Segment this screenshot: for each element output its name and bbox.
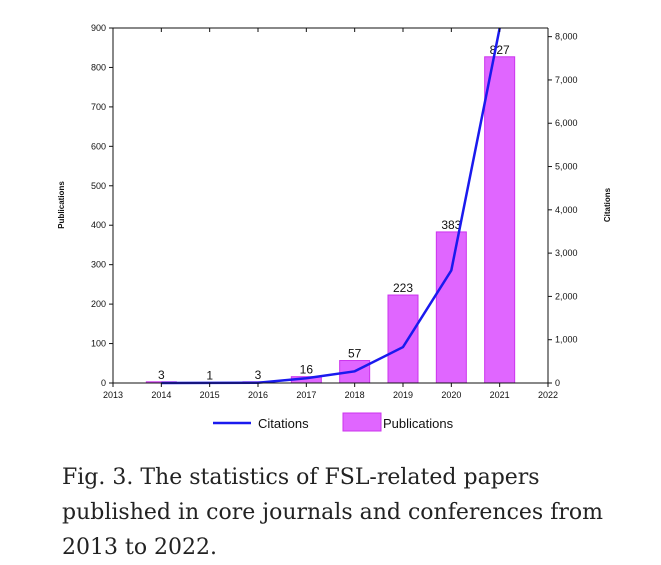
bar-2021 <box>484 56 516 384</box>
bar-value-label-2020: 383 <box>441 218 461 232</box>
chart-legend: Citations Publications <box>213 412 454 432</box>
publication-bar-labels: 3 1 3 16 57 223 383 827 <box>158 43 510 383</box>
x-tick-label: 2022 <box>538 390 558 400</box>
chart-axes: 2013 2014 2015 2016 2017 2018 2019 2020 2021 2022… <box>91 23 578 400</box>
x-tick-label: 2018 <box>345 390 365 400</box>
x-tick-label: 2016 <box>248 390 268 400</box>
x-tick-label: 2019 <box>393 390 413 400</box>
x-tick-label: 2020 <box>441 390 461 400</box>
y-left-tick-label: 700 <box>91 102 106 112</box>
y-axis-title-citations: Citations <box>603 187 612 222</box>
publication-bars <box>145 56 516 384</box>
bar-value-label-2016: 3 <box>255 368 262 382</box>
y-right-tick-label: 8,000 <box>555 32 578 42</box>
x-tick-label: 2015 <box>200 390 220 400</box>
bar-2020 <box>435 231 467 384</box>
bar-value-label-2015: 1 <box>206 369 213 383</box>
figure-caption: Fig. 3. The statistics of FSL-related pa… <box>62 465 603 560</box>
y-left-tick-label: 800 <box>91 62 106 72</box>
chart-figure: Publications Citations 3 1 3 1657223383827 … <box>57 23 612 432</box>
bar-value-label-2017: 16 <box>300 363 314 377</box>
y-right-tick-label: 3,000 <box>555 248 578 258</box>
y-right-tick-label: 6,000 <box>555 118 578 128</box>
bar-value-label-2018: 57 <box>348 347 362 361</box>
y-left-tick-label: 600 <box>91 141 106 151</box>
bar-value-label-2021: 827 <box>490 43 510 57</box>
y-left-tick-label: 400 <box>91 220 106 230</box>
x-tick-label: 2013 <box>103 390 123 400</box>
y-left-tick-label: 100 <box>91 339 106 349</box>
legend-citations-label: Citations <box>258 416 309 431</box>
y-left-tick-label: 0 <box>101 378 106 388</box>
x-tick-label: 2017 <box>296 390 316 400</box>
y-left-tick-label: 200 <box>91 299 106 309</box>
x-tick-label: 2021 <box>490 390 510 400</box>
y-axis-title-publications: Publications <box>57 181 66 229</box>
y-right-tick-label: 1,000 <box>555 335 578 345</box>
x-tick-label: 2014 <box>151 390 171 400</box>
y-right-tick-label: 7,000 <box>555 75 578 85</box>
y-left-tick-label: 500 <box>91 181 106 191</box>
y-right-tick-label: 5,000 <box>555 162 578 172</box>
bar-2019 <box>387 294 419 384</box>
legend-publications-label: Publications <box>383 416 454 431</box>
bar-value-label-2014: 3 <box>158 368 165 382</box>
bar-value-label-2019: 223 <box>393 281 413 295</box>
y-right-tick-label: 4,000 <box>555 205 578 215</box>
y-right-tick-label: 0 <box>555 378 560 388</box>
y-right-tick-label: 2,000 <box>555 291 578 301</box>
legend-publications-swatch <box>342 412 382 432</box>
y-left-tick-label: 300 <box>91 260 106 270</box>
y-left-tick-label: 900 <box>91 23 106 33</box>
